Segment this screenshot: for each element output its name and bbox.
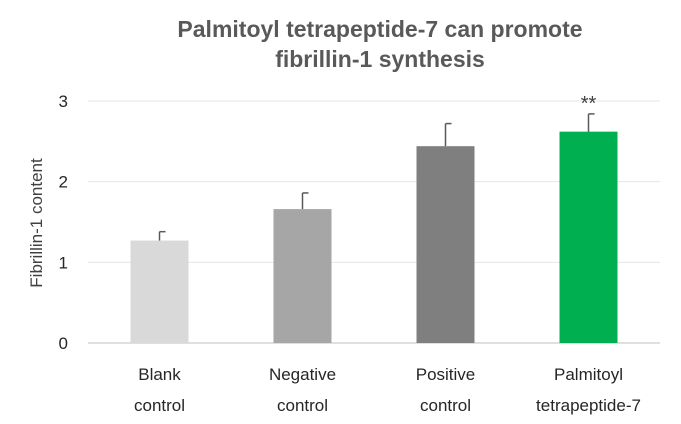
bar	[559, 131, 618, 343]
category-label: control	[420, 396, 471, 415]
category-label: Blank	[138, 365, 181, 384]
chart-title-line-2: fibrillin-1 synthesis	[275, 46, 485, 72]
y-axis-label: Fibrillin-1 content	[27, 158, 46, 288]
bars	[130, 131, 618, 343]
bar	[416, 146, 475, 343]
y-tick-label: 2	[59, 173, 68, 192]
category-label: Palmitoyl	[554, 365, 623, 384]
category-label: control	[277, 396, 328, 415]
bar	[130, 240, 189, 343]
category-labels: Blank control Negative control Positive contr…	[134, 365, 641, 415]
bar	[273, 209, 332, 343]
category-label: control	[134, 396, 185, 415]
category-label: Negative	[269, 365, 336, 384]
y-tick-label: 1	[59, 253, 68, 272]
significance-annotation: **	[581, 93, 597, 115]
annotations: **	[581, 93, 597, 115]
category-label: Positive	[416, 365, 476, 384]
category-label: tetrapeptide-7	[536, 396, 641, 415]
y-tick-labels: 0 1 2 3	[59, 92, 68, 353]
y-tick-label: 3	[59, 92, 68, 111]
y-tick-label: 0	[59, 334, 68, 353]
error-bars	[158, 113, 595, 241]
chart-title-line-1: Palmitoyl tetrapeptide-7 can promote	[177, 16, 582, 42]
